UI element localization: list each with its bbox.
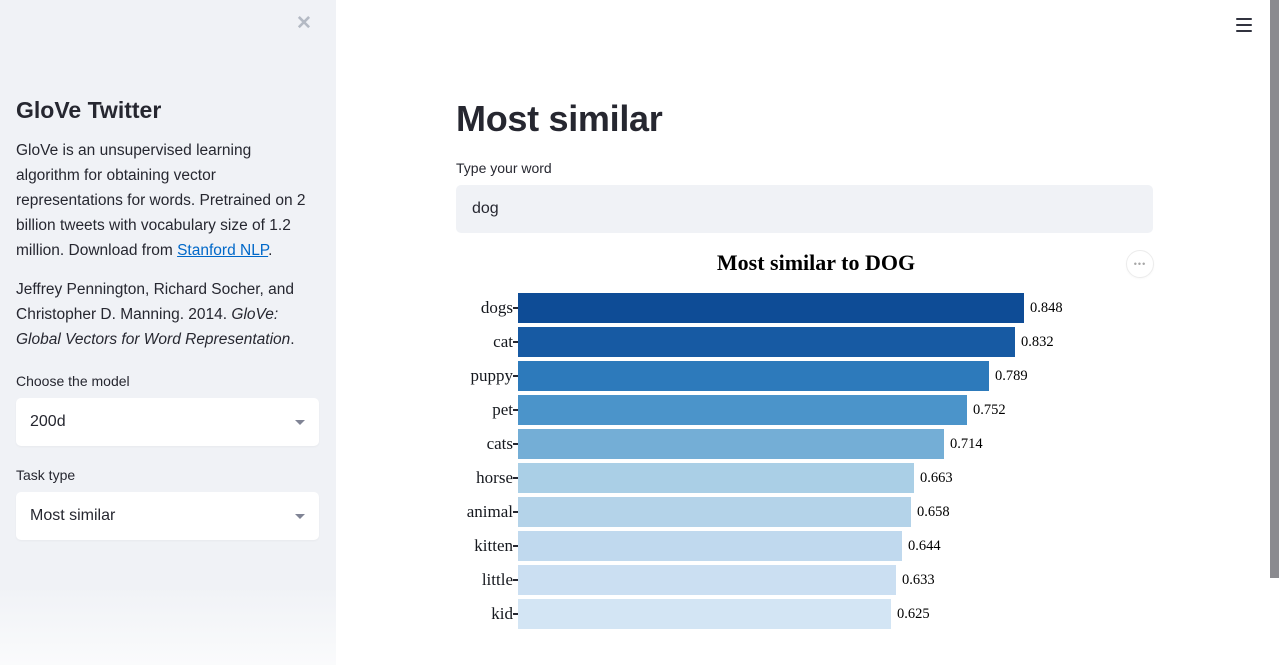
chart-title: Most similar to DOG [716, 250, 916, 275]
description-text: GloVe is an unsupervised learning algori… [16, 142, 306, 259]
task-select-value: Most similar [30, 507, 116, 524]
bar-value-label: 0.752 [973, 401, 1006, 418]
model-select-label: Choose the model [16, 373, 130, 389]
close-icon[interactable]: ✕ [296, 13, 312, 34]
bar-value-label: 0.848 [1030, 299, 1063, 316]
chart-bar-row: horse 0.663 [456, 461, 1196, 495]
chart-bar-row: puppy 0.789 [456, 359, 1196, 393]
bar [518, 599, 891, 629]
task-select[interactable]: Most similar [16, 492, 319, 540]
bar [518, 429, 944, 459]
main-area: Most similar Type your word Most similar… [336, 0, 1279, 665]
chart-bar-row: little 0.633 [456, 563, 1196, 597]
sidebar: ✕ GloVe Twitter GloVe is an unsupervised… [0, 0, 336, 665]
bar [518, 395, 967, 425]
bar-category-label: little [481, 570, 513, 589]
bar-value-label: 0.663 [920, 469, 953, 486]
axis-tick [513, 511, 518, 513]
sidebar-description: GloVe is an unsupervised learning algori… [16, 138, 319, 263]
sidebar-citation: Jeffrey Pennington, Richard Socher, and … [16, 277, 319, 352]
chart-bar-row: kid 0.625 [456, 597, 1196, 631]
axis-tick [513, 477, 518, 479]
bar-category-label: cat [493, 332, 513, 351]
bar [518, 361, 989, 391]
word-input-label: Type your word [456, 160, 552, 176]
sidebar-title: GloVe Twitter [16, 97, 162, 123]
chart-bar-row: dogs 0.848 [456, 291, 1196, 325]
chart-bar-row: kitten 0.644 [456, 529, 1196, 563]
description-text-end: . [268, 242, 273, 259]
bar-value-label: 0.789 [995, 367, 1028, 384]
bar-category-label: pet [492, 400, 513, 419]
bar-value-label: 0.714 [950, 435, 983, 452]
bar-value-label: 0.633 [902, 571, 935, 588]
scrollbar-thumb[interactable] [1270, 0, 1279, 578]
bar-value-label: 0.644 [908, 537, 941, 554]
task-select-label: Task type [16, 467, 76, 483]
model-select[interactable]: 200d [16, 398, 319, 446]
chart-overflow-menu-icon[interactable]: ••• [1126, 250, 1154, 278]
citation-title: GloVe: Global Vectors for Word Represent… [16, 306, 291, 348]
word-input[interactable] [456, 185, 1153, 233]
bar [518, 497, 911, 527]
axis-tick [513, 307, 518, 309]
axis-tick [513, 375, 518, 377]
axis-tick [513, 443, 518, 445]
axis-tick [513, 341, 518, 343]
bar [518, 293, 1024, 323]
citation-authors: Jeffrey Pennington, Richard Socher, and … [16, 281, 295, 323]
chart-bar-row: animal 0.658 [456, 495, 1196, 529]
stanford-nlp-link[interactable]: Stanford NLP [177, 242, 269, 259]
axis-tick [513, 579, 518, 581]
axis-tick [513, 545, 518, 547]
chevron-down-icon [295, 513, 305, 519]
bar-category-label: horse [476, 468, 513, 487]
bar-value-label: 0.658 [917, 503, 950, 520]
bar-category-label: kitten [474, 536, 513, 555]
bar-category-label: cats [486, 434, 513, 453]
bar [518, 463, 914, 493]
bar-category-label: animal [466, 502, 513, 521]
chart-bar-row: cat 0.832 [456, 325, 1196, 359]
hamburger-menu-icon[interactable] [1236, 17, 1252, 33]
axis-tick [513, 409, 518, 411]
page-title: Most similar [456, 98, 663, 139]
bar [518, 565, 896, 595]
bar [518, 531, 902, 561]
chevron-down-icon [295, 419, 305, 425]
bar-value-label: 0.832 [1021, 333, 1054, 350]
axis-tick [513, 613, 518, 615]
chart-bar-row: cats 0.714 [456, 427, 1196, 461]
bar-category-label: puppy [470, 366, 514, 385]
bar [518, 327, 1015, 357]
chart-rows: dogs 0.848 cat 0.832 puppy 0.789 pet 0.752 cats 0… [456, 291, 1196, 631]
bar-value-label: 0.625 [897, 605, 930, 622]
citation-end: . [290, 331, 295, 348]
model-select-value: 200d [30, 413, 66, 430]
chart-bar-row: pet 0.752 [456, 393, 1196, 427]
bar-chart: Most similar to DOG ••• dogs 0.848 cat 0.83… [456, 241, 1196, 631]
bar-category-label: kid [491, 604, 513, 623]
bar-category-label: dogs [480, 298, 513, 317]
